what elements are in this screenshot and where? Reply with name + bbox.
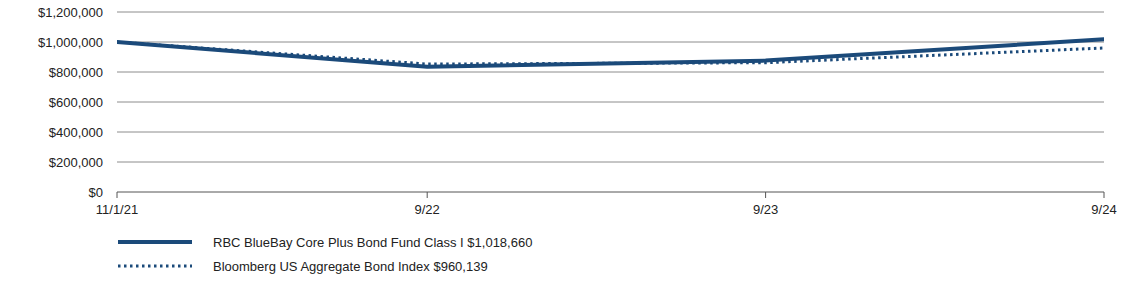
x-tick-label: 11/1/21 <box>96 202 138 217</box>
x-tick <box>427 192 428 198</box>
x-tick-label: 9/23 <box>753 202 778 217</box>
y-tick-label: $200,000 <box>49 155 103 170</box>
grid-line <box>117 72 1104 73</box>
x-tick <box>765 192 766 198</box>
x-tick-label: 9/24 <box>1091 202 1116 217</box>
legend-swatch <box>118 265 192 268</box>
y-tick-label: $1,200,000 <box>38 5 103 20</box>
chart: $0 $200,000 $400,000 $600,000 $800,000 $1,000… <box>0 0 1129 281</box>
y-tick-label: $800,000 <box>49 65 103 80</box>
legend-label: RBC BlueBay Core Plus Bond Fund Class I … <box>213 235 532 250</box>
grid-line <box>117 192 1104 193</box>
x-tick-label: 9/22 <box>415 202 440 217</box>
x-tick <box>117 192 118 198</box>
y-tick-label: $400,000 <box>49 125 103 140</box>
grid-line <box>117 102 1104 103</box>
y-tick-label: $1,000,000 <box>38 35 103 50</box>
grid-line <box>117 132 1104 133</box>
legend-swatch <box>118 240 192 244</box>
grid-line <box>117 162 1104 163</box>
legend-label: Bloomberg US Aggregate Bond Index $960,1… <box>213 259 488 274</box>
y-tick-label: $0 <box>89 185 103 200</box>
grid-line <box>117 42 1104 43</box>
plot-lines <box>117 39 1104 67</box>
x-tick <box>1104 192 1105 198</box>
y-tick-label: $600,000 <box>49 95 103 110</box>
grid-line <box>117 12 1104 13</box>
series-line <box>117 39 1104 67</box>
